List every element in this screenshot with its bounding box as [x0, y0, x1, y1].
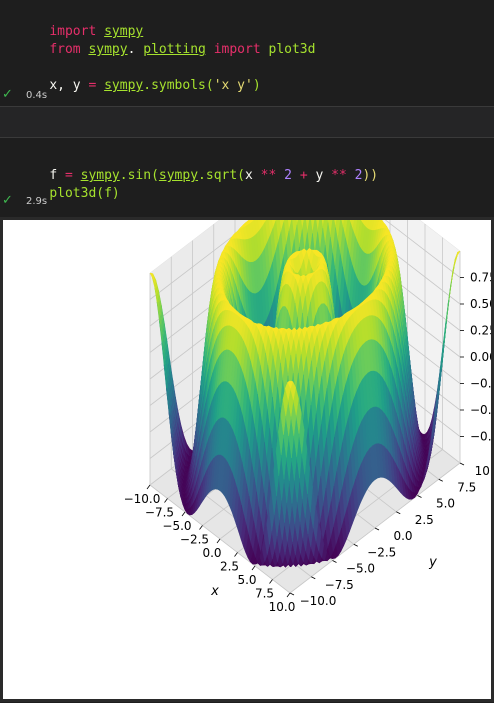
y-tick	[311, 577, 315, 579]
y-tick-label: 7.5	[457, 480, 476, 494]
dot: .	[128, 42, 136, 57]
close-parens: ))	[362, 168, 378, 183]
power-op: **	[331, 168, 347, 183]
check-icon: ✓	[2, 87, 13, 102]
z-tick-label: −0.50	[470, 403, 491, 417]
y-tick-label: −10.0	[300, 594, 337, 608]
y-tick	[418, 496, 422, 498]
empty-code-cell[interactable]	[0, 106, 494, 138]
x-tick-label: −2.5	[180, 533, 209, 547]
y-tick	[439, 479, 443, 481]
module-name: sympy	[159, 168, 198, 183]
x-tick	[182, 512, 185, 516]
x-axis-label: x	[210, 584, 219, 599]
z-tick-label: −0.75	[470, 430, 491, 444]
cell-status: ✓ 2.9s	[0, 193, 494, 211]
var-y: y	[315, 168, 323, 183]
x-tick	[147, 485, 150, 489]
y-axis-label: y	[428, 555, 437, 570]
y-tick	[354, 544, 358, 546]
submodule-name: plotting	[143, 42, 206, 57]
z-tick-label: 0.75	[470, 271, 491, 285]
y-tick-label: −7.5	[325, 578, 354, 592]
y-tick-label: 2.5	[415, 513, 434, 527]
module-name: sympy	[88, 42, 127, 57]
x-tick	[200, 526, 203, 530]
x-tick	[252, 566, 255, 570]
x-tick-label: −5.0	[162, 519, 191, 533]
z-tick-label: 0.50	[470, 297, 491, 311]
y-tick	[290, 593, 294, 595]
keyword-import: import	[214, 42, 261, 57]
imported-name: plot3d	[269, 42, 316, 57]
var-x: x	[245, 168, 253, 183]
y-tick-label: −2.5	[367, 545, 396, 559]
x-tick	[165, 499, 168, 503]
y-tick-label: 0.0	[393, 529, 412, 543]
power-op: **	[261, 168, 277, 183]
y-tick	[333, 561, 337, 563]
x-tick-label: 10.0	[269, 600, 296, 614]
execution-time: 2.9s	[26, 196, 47, 207]
code-cell-2[interactable]: f = sympy.sin(sympy.sqrt(x ** 2 + y ** 2…	[0, 138, 494, 214]
function-call: .sin(	[120, 168, 159, 183]
z-tick-label: 0.25	[470, 324, 491, 338]
x-tick-label: 7.5	[255, 587, 274, 601]
y-tick	[396, 512, 400, 514]
x-tick	[270, 580, 273, 584]
code-cell-1[interactable]: import sympy from sympy. plotting import…	[0, 0, 494, 106]
x-tick-label: 5.0	[237, 573, 256, 587]
plus-op: +	[300, 168, 308, 183]
x-tick-label: −10.0	[124, 492, 161, 506]
x-tick	[235, 553, 238, 557]
z-tick-label: 0.00	[470, 350, 491, 364]
z-tick-label: −0.25	[470, 377, 491, 391]
y-tick	[460, 463, 464, 465]
y-tick-label: 10.0	[475, 464, 491, 478]
x-tick-label: 2.5	[220, 560, 239, 574]
x-tick-label: 0.0	[202, 546, 221, 560]
y-tick-label: −5.0	[346, 562, 375, 576]
check-icon: ✓	[2, 193, 13, 208]
cell-status: ✓ 0.4s	[0, 87, 494, 105]
y-tick-label: 5.0	[436, 497, 455, 511]
execution-time: 0.4s	[26, 90, 47, 101]
keyword-from: from	[49, 42, 80, 57]
surface-plot-3d: −10.0−7.5−5.0−2.50.02.55.07.510.0−10.0−7…	[3, 220, 491, 699]
x-tick	[217, 539, 220, 543]
x-tick	[287, 593, 290, 597]
x-tick-label: −7.5	[145, 506, 174, 520]
function-call: .sqrt(	[198, 168, 245, 183]
y-tick	[375, 528, 379, 530]
number-literal: 2	[284, 168, 292, 183]
